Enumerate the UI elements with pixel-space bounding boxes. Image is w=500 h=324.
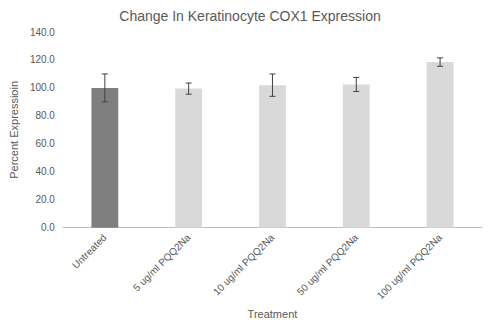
svg-text:120.0: 120.0	[30, 54, 55, 65]
svg-text:80.0: 80.0	[35, 110, 55, 121]
svg-text:50 ug/ml PQQ2Na: 50 ug/ml PQQ2Na	[295, 232, 361, 298]
svg-text:140.0: 140.0	[30, 27, 55, 38]
svg-text:0.0: 0.0	[41, 222, 55, 233]
svg-text:10 ug/ml PQQ2Na: 10 ug/ml PQQ2Na	[211, 232, 277, 298]
svg-text:Untreated: Untreated	[70, 232, 109, 271]
svg-text:Change In Keratinocyte COX1 Ex: Change In Keratinocyte COX1 Expression	[119, 8, 380, 24]
svg-text:100 ug/ml PQQ2Na: 100 ug/ml PQQ2Na	[375, 232, 445, 302]
svg-text:40.0: 40.0	[35, 166, 55, 177]
svg-text:20.0: 20.0	[35, 194, 55, 205]
svg-text:5 ug/ml PQQ2Na: 5 ug/ml PQQ2Na	[131, 232, 193, 294]
svg-text:Percent Expressioin: Percent Expressioin	[8, 81, 20, 179]
svg-text:100.0: 100.0	[30, 82, 55, 93]
svg-text:60.0: 60.0	[35, 138, 55, 149]
svg-text:Treatment: Treatment	[248, 308, 298, 320]
